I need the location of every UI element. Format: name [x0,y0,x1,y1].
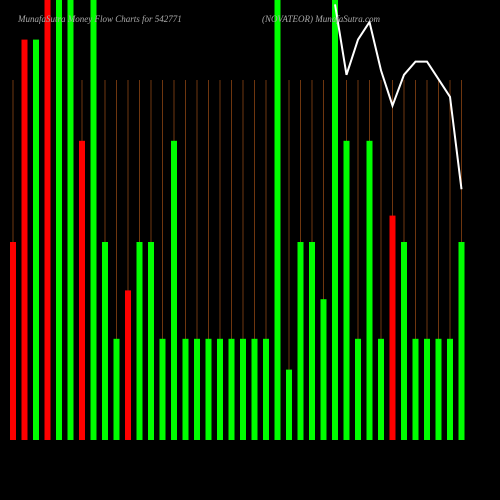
bar [251,338,258,440]
bar [355,338,361,440]
bar [309,242,315,440]
bar [401,242,407,440]
bar [263,338,269,440]
bar [113,338,120,440]
bar [297,242,304,440]
bar [320,299,327,440]
bar [182,338,189,440]
bar [274,0,281,440]
bar [10,242,16,440]
bar [286,369,292,440]
chart-title: MunafaSutra Money Flow Charts for 542771 [17,14,182,24]
bar [79,140,85,441]
bar [343,140,350,441]
chart-subtitle: (NOVATEOR) MunafaSutra.com [262,14,380,24]
money-flow-line [334,4,463,190]
bar [44,0,51,440]
bar [136,242,143,440]
bar [148,242,154,440]
bar [90,0,97,440]
bar [33,39,39,440]
bar [217,338,223,440]
bar [366,140,373,441]
bar [171,140,177,441]
bar [194,338,200,440]
bar [435,338,442,440]
bar [332,0,338,440]
bar [159,338,166,440]
bar [125,290,131,440]
bar [228,338,235,440]
bar [424,338,430,440]
bar [447,338,453,440]
bar [67,0,74,440]
bar [56,0,62,440]
bar [412,338,419,440]
bar [458,242,465,440]
bar [21,39,28,440]
bar [378,338,384,440]
bar [240,338,246,440]
bar [205,338,212,440]
bar [102,242,108,440]
bar [389,215,396,440]
